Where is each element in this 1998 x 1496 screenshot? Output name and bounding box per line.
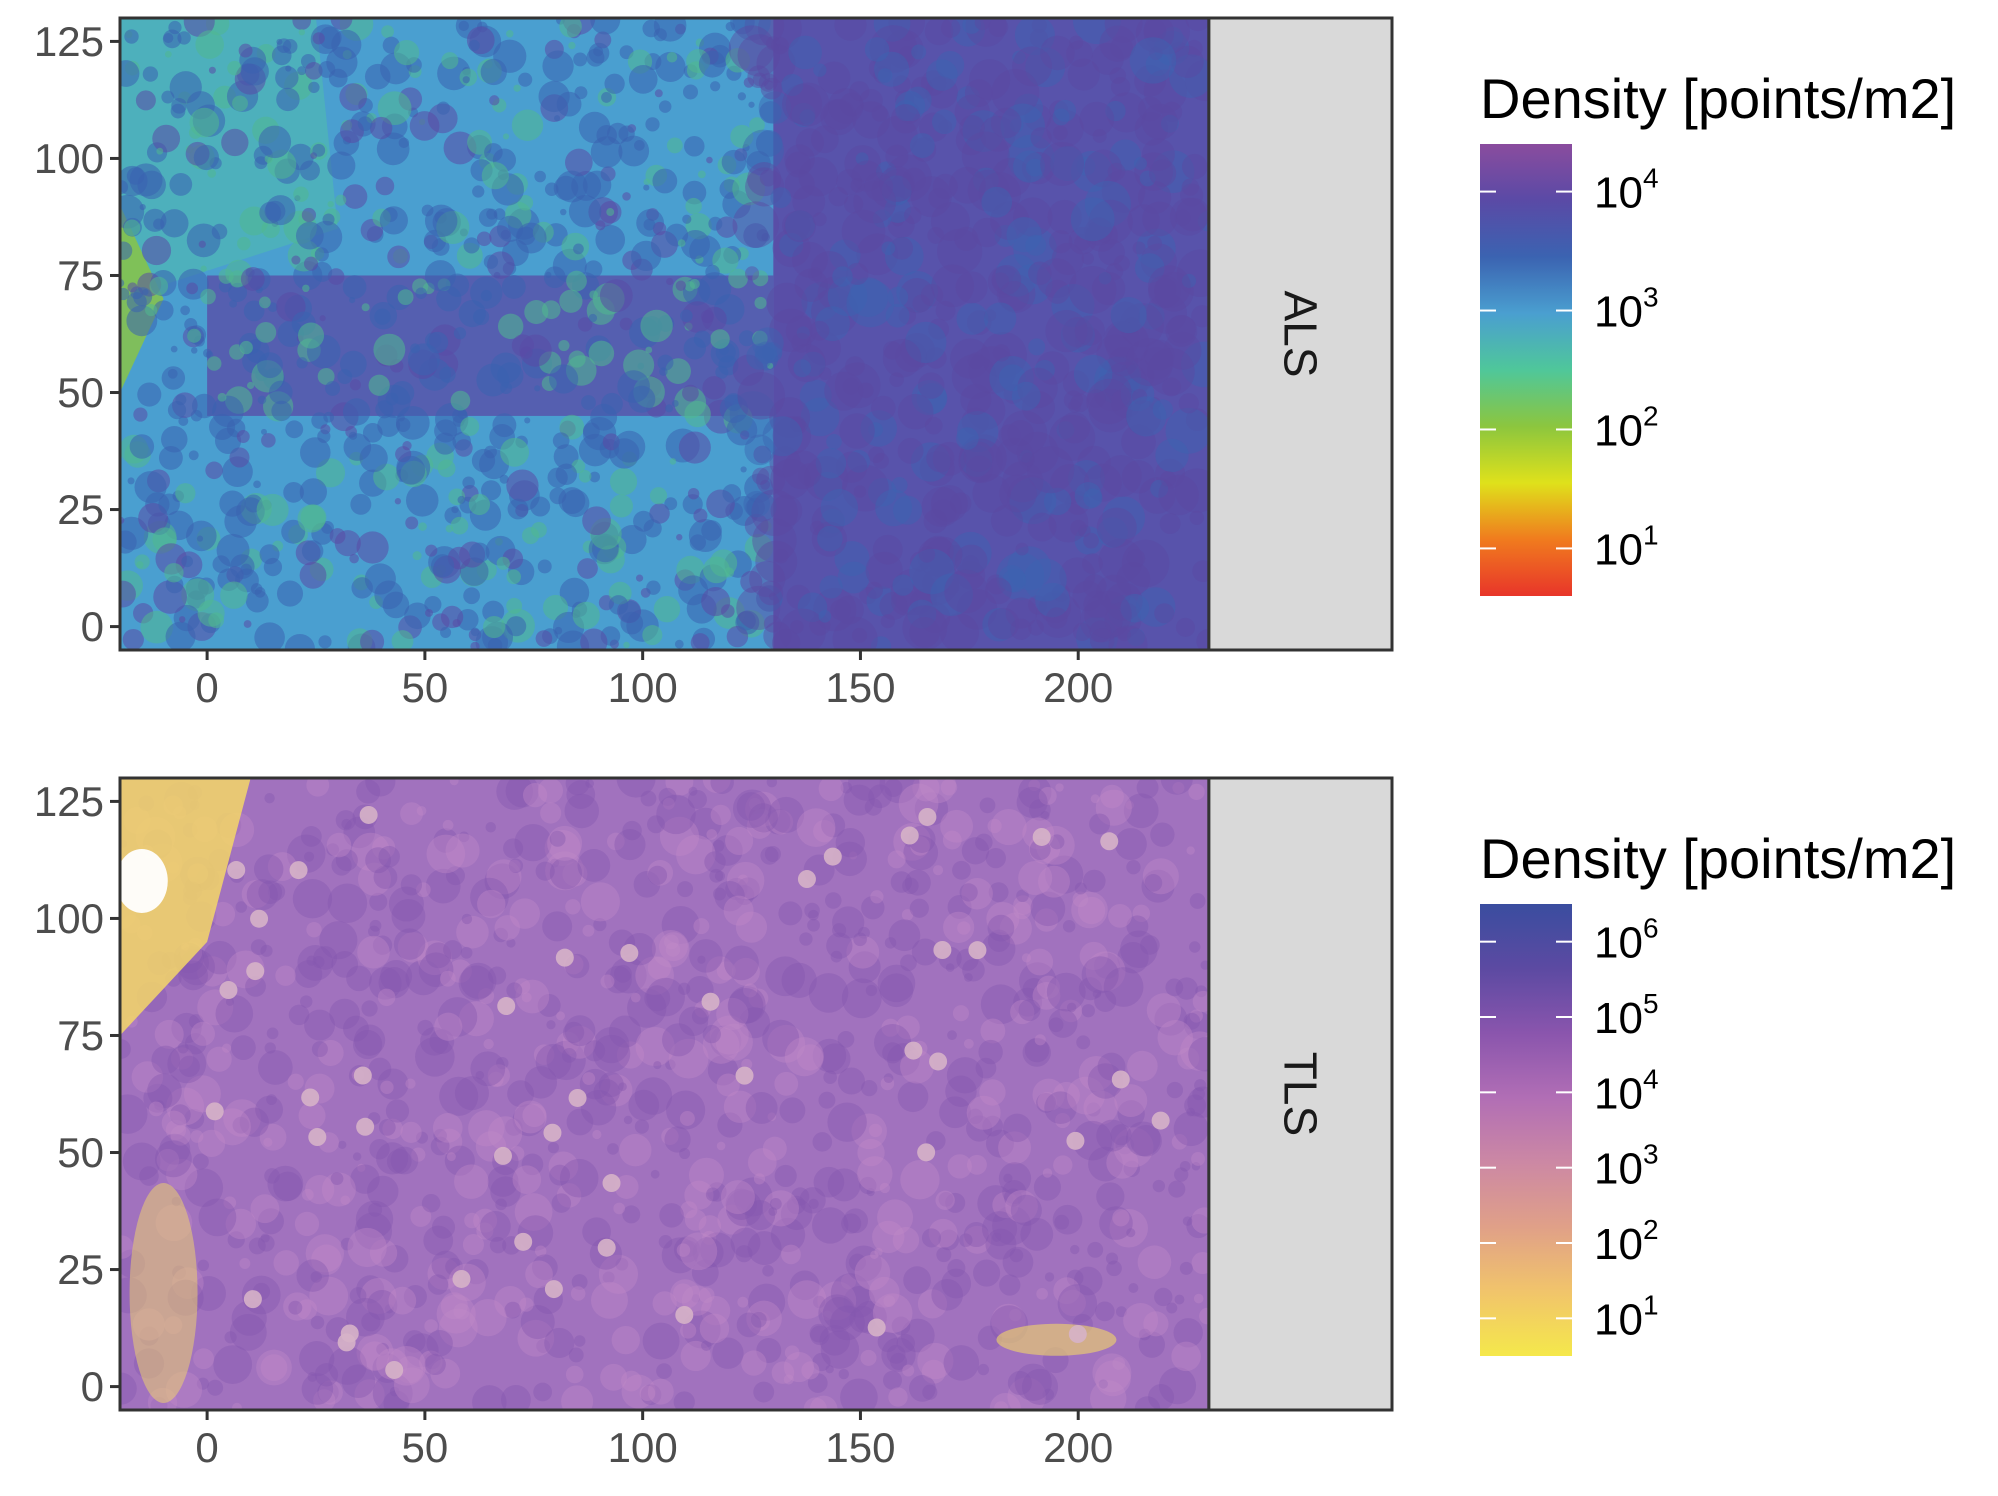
legend-title: Density [points/m2] bbox=[1480, 827, 1956, 890]
y-tick-label: 100 bbox=[34, 895, 104, 942]
facet-strip bbox=[1207, 776, 1394, 1412]
x-tick-label: 50 bbox=[402, 1424, 449, 1471]
colorbar-tick-label: 106 bbox=[1594, 913, 1659, 968]
colorbar-tick-label: 102 bbox=[1594, 400, 1659, 455]
y-tick-label: 0 bbox=[81, 1363, 104, 1410]
colorbar-legend: Density [points/m2] 101 102 103 104 105 106 bbox=[1480, 827, 1956, 1356]
colorbar-tick-label: 103 bbox=[1594, 282, 1659, 337]
x-tick-label: 100 bbox=[608, 1424, 678, 1471]
facet-strip bbox=[1207, 16, 1394, 652]
y-tick-label: 125 bbox=[34, 778, 104, 825]
y-tick-label: 0 bbox=[81, 603, 104, 650]
panel-tls: TLS 0 50 100 150 200 0 25 50 75 100 125 Density [poi… bbox=[34, 776, 1956, 1471]
x-tick-label: 200 bbox=[1043, 1424, 1113, 1471]
density-heatmap-als bbox=[120, 18, 1209, 650]
x-tick-label: 200 bbox=[1043, 664, 1113, 711]
x-tick-label: 0 bbox=[195, 1424, 218, 1471]
colorbar-tick-label: 101 bbox=[1594, 519, 1659, 574]
x-tick-label: 50 bbox=[402, 664, 449, 711]
y-tick-label: 75 bbox=[57, 252, 104, 299]
colorbar-tick-label: 101 bbox=[1594, 1289, 1659, 1344]
x-tick-label: 100 bbox=[608, 664, 678, 711]
facet-label: ALS bbox=[1274, 291, 1326, 378]
y-tick-label: 100 bbox=[34, 135, 104, 182]
y-tick-label: 25 bbox=[57, 1246, 104, 1293]
colorbar bbox=[1480, 904, 1572, 1356]
y-tick-label: 50 bbox=[57, 369, 104, 416]
colorbar-tick-label: 102 bbox=[1594, 1214, 1659, 1269]
colorbar-tick-label: 104 bbox=[1594, 1063, 1659, 1118]
y-tick-label: 25 bbox=[57, 486, 104, 533]
y-tick-label: 50 bbox=[57, 1129, 104, 1176]
y-tick-label: 125 bbox=[34, 18, 104, 65]
x-tick-label: 150 bbox=[825, 664, 895, 711]
panel-als: ALS 0 50 100 150 200 0 25 50 75 100 125 Density [poi… bbox=[34, 16, 1956, 711]
density-heatmap-tls bbox=[120, 778, 1209, 1410]
legend-title: Density [points/m2] bbox=[1480, 67, 1956, 130]
y-tick-label: 75 bbox=[57, 1012, 104, 1059]
colorbar-tick-label: 105 bbox=[1594, 988, 1659, 1043]
colorbar-tick-label: 103 bbox=[1594, 1139, 1659, 1194]
colorbar-legend: Density [points/m2] 101 102 103 104 bbox=[1480, 67, 1956, 596]
colorbar bbox=[1480, 144, 1572, 596]
colorbar-tick-label: 104 bbox=[1594, 163, 1659, 218]
x-tick-label: 150 bbox=[825, 1424, 895, 1471]
facet-label: TLS bbox=[1274, 1052, 1326, 1136]
x-tick-label: 0 bbox=[195, 664, 218, 711]
